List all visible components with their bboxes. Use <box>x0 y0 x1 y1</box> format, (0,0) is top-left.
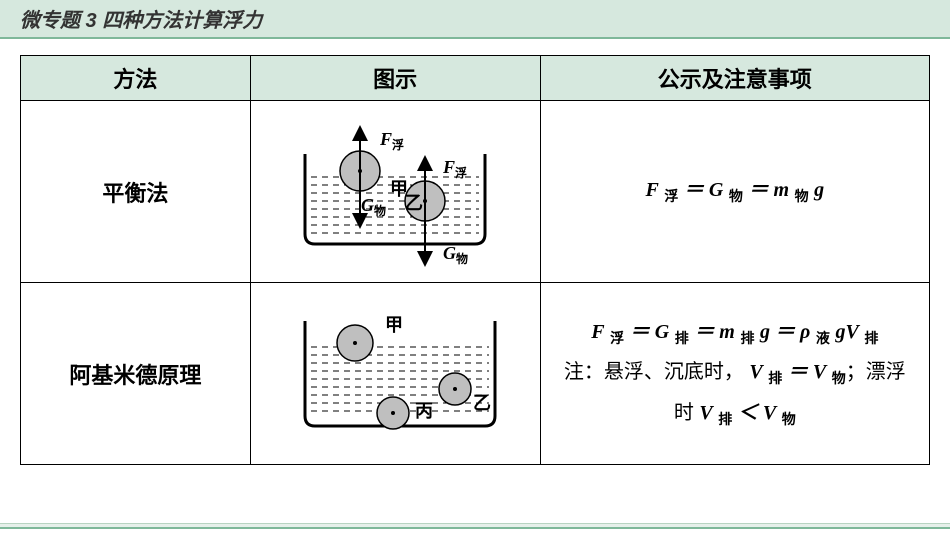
diagram-balance: F浮F浮G物G物甲乙 <box>250 101 540 283</box>
col-method: 方法 <box>21 56 251 101</box>
methods-table: 方法 图示 公示及注意事项 平衡法 F浮F浮G物G物甲乙 F 浮 ＝ G 物 ＝… <box>20 55 930 465</box>
svg-text:甲: 甲 <box>385 315 403 335</box>
col-diagram: 图示 <box>250 56 540 101</box>
footer-divider <box>0 523 950 529</box>
diagram-archimedes: 甲丙 乙 <box>250 283 540 465</box>
formula-archimedes: F 浮 ＝ G 排 ＝ m 排 g ＝ ρ 液 gV 排注：悬浮、沉底时， V … <box>540 283 929 465</box>
balance-svg: F浮F浮G物G物甲乙 <box>265 109 525 269</box>
svg-text:G物: G物 <box>443 243 468 266</box>
svg-text:G物: G物 <box>361 195 386 218</box>
page-title: 微专题 3 四种方法计算浮力 <box>0 0 950 39</box>
method-balance: 平衡法 <box>21 101 251 283</box>
svg-text:乙: 乙 <box>405 193 423 213</box>
table-row: 阿基米德原理 甲丙 乙 F 浮 ＝ G 排 ＝ m 排 g ＝ ρ 液 gV 排注… <box>21 283 930 465</box>
svg-text:F浮: F浮 <box>379 129 404 152</box>
method-archimedes: 阿基米德原理 <box>21 283 251 465</box>
formula-balance: F 浮 ＝ G 物 ＝ m 物 g <box>540 101 929 283</box>
svg-text:F浮: F浮 <box>442 157 467 180</box>
svg-text:乙: 乙 <box>473 393 491 413</box>
svg-text:丙: 丙 <box>415 401 433 421</box>
archimedes-svg: 甲丙 乙 <box>265 291 525 451</box>
col-formula: 公示及注意事项 <box>540 56 929 101</box>
table-row: 平衡法 F浮F浮G物G物甲乙 F 浮 ＝ G 物 ＝ m 物 g <box>21 101 930 283</box>
